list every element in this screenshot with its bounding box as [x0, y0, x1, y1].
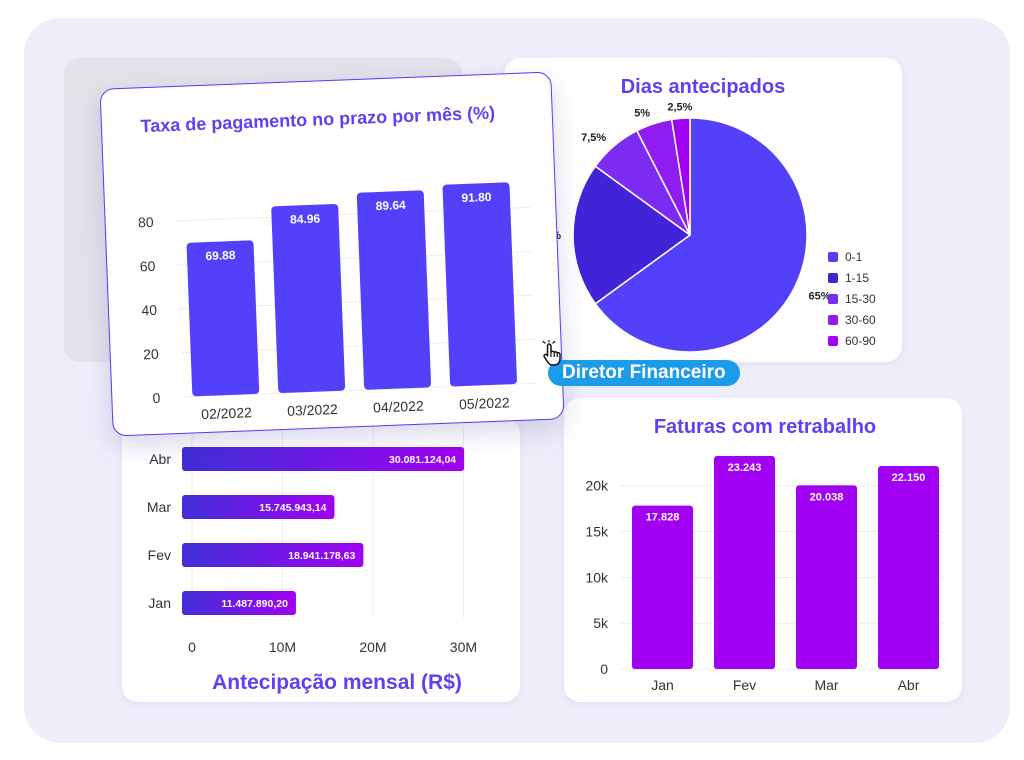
bar: [356, 190, 432, 390]
bar-data-label: 11.487.890,20: [221, 598, 288, 610]
legend-swatch: [828, 252, 838, 262]
pie-slice: [572, 165, 692, 305]
pie-data-label: 7,5%: [581, 132, 606, 144]
x-tick-label: 20M: [359, 639, 386, 655]
x-tick-label: 30M: [450, 639, 477, 655]
y-tick-label: 20k: [585, 478, 609, 494]
bar: [271, 203, 346, 394]
y-tick-label: 20: [143, 346, 159, 363]
bar-data-label: 23.243: [728, 462, 762, 474]
bar: [632, 505, 693, 669]
legend-label: 30-60: [845, 313, 876, 327]
legend-label: 0-1: [845, 250, 863, 264]
y-tick-label: 10k: [585, 569, 609, 585]
pie-data-label: 2,5%: [667, 101, 692, 113]
y-tick-label: 60: [139, 258, 155, 275]
bar-data-label: 91.80: [461, 190, 492, 205]
x-tick-label: Fev: [733, 677, 756, 693]
y-category-label: Abr: [149, 451, 171, 467]
y-tick-label: 40: [141, 302, 157, 319]
card-taxa-pagamento: Taxa de pagamento no prazo por mês (%) 6…: [99, 71, 565, 437]
legend-swatch: [828, 315, 838, 325]
x-tick-label: 02/2022: [201, 404, 252, 422]
bar-data-label: 17.828: [646, 512, 680, 524]
faturas-chart-title: Faturas com retrabalho: [654, 416, 876, 438]
x-tick-label: 10M: [269, 639, 296, 655]
bar: [714, 455, 775, 669]
card-faturas-retrabalho: Faturas com retrabalho 17.828 23.243 20.03…: [564, 398, 962, 702]
hbar-chart-title: Antecipação mensal (R$): [212, 671, 462, 694]
bar-data-label: 69.88: [205, 248, 236, 263]
legend-label: 15-30: [845, 292, 876, 306]
bar-data-label: 15.745.943,14: [259, 502, 326, 514]
bar: [442, 182, 517, 387]
pie-slice: [670, 117, 691, 236]
hbar: [182, 543, 364, 567]
x-tick-label: Jan: [651, 677, 674, 693]
x-tick-label: 03/2022: [287, 401, 338, 419]
y-tick-label: 15k: [585, 524, 609, 540]
hbar: [182, 591, 296, 615]
y-tick-label: 0: [152, 390, 161, 406]
pie-slice: [594, 117, 808, 353]
bar-data-label: 20.038: [810, 491, 844, 503]
y-tick-label: 0: [600, 661, 608, 677]
legend-swatch: [828, 294, 838, 304]
legend-label: 1-15: [845, 271, 869, 285]
bar-data-label: 84.96: [290, 212, 321, 227]
bar-data-label: 30.081.124,04: [389, 454, 456, 466]
bar-data-label: 89.64: [375, 198, 406, 213]
y-tick-label: 80: [138, 214, 154, 231]
hand-pointer-icon: [542, 340, 561, 366]
prazo-chart-title: Taxa de pagamento no prazo por mês (%): [140, 103, 495, 137]
x-tick-label: 0: [188, 639, 196, 655]
bar-data-label: 18.941.178,63: [288, 550, 355, 562]
bar: [878, 465, 939, 669]
y-category-label: Mar: [147, 499, 171, 515]
bar: [796, 485, 857, 669]
legend-label: 60-90: [845, 334, 876, 348]
role-badge: Diretor Financeiro: [548, 360, 740, 386]
x-tick-label: Mar: [814, 677, 838, 693]
card-dias-antecipados: Dias antecipados 65%20%7,5%5%2,5% 0-11-1…: [504, 58, 902, 362]
legend-swatch: [828, 336, 838, 346]
y-tick-label: 5k: [593, 615, 609, 631]
pie-chart-title: Dias antecipados: [621, 76, 786, 98]
pie-data-label: 65%: [809, 290, 831, 302]
bar: [186, 240, 260, 397]
pie-data-label: 5%: [634, 107, 650, 119]
x-tick-label: 04/2022: [373, 398, 424, 416]
hbar: [182, 447, 465, 471]
card-antecipacao-mensal: 30.081.124,04 15.745.943,14 18.941.178,63 1…: [122, 418, 520, 702]
y-category-label: Fev: [148, 547, 171, 563]
bar-data-label: 22.150: [892, 472, 926, 484]
legend-swatch: [828, 273, 838, 283]
x-tick-label: Abr: [898, 677, 920, 693]
hbar: [182, 495, 335, 519]
x-tick-label: 05/2022: [459, 394, 510, 412]
y-category-label: Jan: [148, 595, 171, 611]
